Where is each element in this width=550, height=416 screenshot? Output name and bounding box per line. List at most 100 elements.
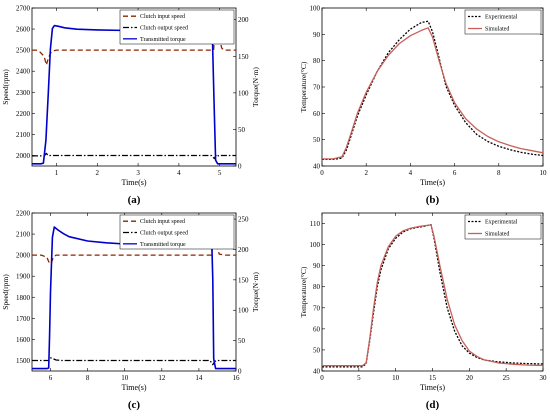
series-line-transmitted-torque (32, 24, 236, 165)
y-tick-label: 2400 (16, 68, 31, 76)
x-tick-label: 14 (195, 374, 203, 382)
legend-box (119, 9, 235, 45)
y-tick-label: 2100 (16, 231, 31, 239)
legend-label: Simulated (485, 232, 509, 238)
x-tick-label: 10 (121, 374, 129, 382)
y-right-axis-label: Torque(N·m) (251, 272, 260, 312)
y-tick-label: 2600 (16, 26, 31, 34)
legend-label: Experimental (485, 220, 518, 226)
y-tick-label: 1600 (16, 336, 31, 344)
panel-label: (c) (128, 399, 141, 411)
y-tick-label: 2300 (16, 89, 31, 97)
x-tick-label: 30 (540, 374, 548, 382)
x-tick-label: 10 (392, 374, 400, 382)
legend: Experimental Simulated (464, 9, 542, 35)
legend-box (119, 214, 235, 250)
y-right-tick-label: 200 (238, 246, 249, 254)
y-right-tick-label: 200 (238, 16, 249, 24)
panel-label: (d) (426, 399, 440, 411)
y-tick-label: 2700 (16, 5, 31, 13)
y-right-tick-label: 50 (238, 126, 246, 134)
series-line-experimental (322, 20, 544, 161)
x-tick-label: 3 (136, 169, 140, 177)
y-right-tick-label: 100 (238, 89, 249, 97)
x-axis-label: Time(s) (121, 383, 146, 392)
legend: Clutch input speed Clutch output speed Tra… (119, 214, 235, 250)
x-tick-label: 10 (540, 169, 548, 177)
series-line-transmitted-torque (32, 226, 236, 370)
y-tick-label: 90 (313, 31, 321, 39)
series-line-simulated (322, 27, 544, 160)
series-line-simulated (322, 224, 544, 367)
y-axis-label: Speed(rpm) (1, 69, 10, 105)
y-tick-label: 2100 (16, 131, 31, 139)
legend-label: Clutch output speed (140, 231, 188, 237)
y-tick-label: 2200 (16, 210, 31, 218)
y-tick-label: 70 (313, 304, 321, 312)
chart-panel-4: 0 5 10 15 20 25 30 40 50 60 70 80 90 100 110 Time(s) Tem… (299, 212, 548, 411)
y-tick-label: 60 (313, 110, 321, 118)
x-tick-label: 6 (453, 169, 457, 177)
x-tick-label: 25 (503, 374, 511, 382)
series-line-clutch-input-speed (32, 23, 236, 66)
y-right-tick-label: 150 (238, 276, 249, 284)
x-tick-label: 8 (497, 169, 501, 177)
y-tick-label: 2000 (16, 152, 31, 160)
y-tick-label: 1800 (16, 294, 31, 302)
chart-panel-2: 0 2 4 6 8 10 40 50 60 70 80 90 100 Time(s) Temperature… (299, 5, 547, 207)
y-right-tick-label: 0 (238, 368, 242, 376)
legend-box (464, 214, 542, 240)
x-axis-label: Time(s) (420, 178, 445, 187)
series-line-experimental (322, 223, 544, 368)
legend-label: Clutch output speed (140, 26, 188, 32)
plot-frame (31, 7, 237, 167)
y-tick-label: 100 (310, 5, 321, 13)
y-tick-label: 40 (313, 163, 321, 171)
legend: Clutch input speed Clutch output speed Tra… (119, 9, 235, 45)
x-tick-label: 4 (409, 169, 413, 177)
plot-frame (31, 212, 237, 372)
x-tick-label: 8 (86, 374, 90, 382)
y-tick-label: 100 (310, 241, 321, 249)
y-tick-label: 80 (313, 57, 321, 65)
x-tick-label: 15 (429, 374, 437, 382)
y-tick-label: 2200 (16, 110, 31, 118)
panel-label: (a) (128, 194, 141, 206)
x-tick-label: 5 (357, 374, 361, 382)
x-axis-label: Time(s) (121, 178, 146, 187)
y-right-tick-label: 100 (238, 307, 249, 315)
y-tick-label: 80 (313, 283, 321, 291)
chart-panel-1: 1 2 3 4 5 2000 2100 2200 2300 2400 2500 2600 2700 0 50… (1, 5, 260, 207)
legend-label: Transmitted torque (140, 37, 186, 43)
x-tick-label: 5 (218, 169, 222, 177)
legend-label: Transmitted torque (140, 242, 186, 248)
x-tick-label: 20 (466, 374, 474, 382)
legend-label: Clutch input speed (140, 14, 185, 20)
x-tick-label: 16 (233, 374, 241, 382)
chart-panel-3: 6 8 10 12 14 16150016001700180019002000210022… (1, 210, 260, 412)
x-tick-label: 0 (320, 169, 324, 177)
x-tick-label: 12 (158, 374, 166, 382)
x-tick-label: 2 (364, 169, 368, 177)
legend-box (464, 9, 542, 35)
panel-label: (b) (426, 194, 440, 206)
y-tick-label: 1700 (16, 315, 31, 323)
legend-label: Simulated (485, 27, 509, 33)
legend: Experimental Simulated (464, 214, 542, 240)
y-right-tick-label: 150 (238, 53, 249, 61)
y-right-axis-label: Torque(N·m) (251, 67, 260, 107)
y-axis-label: Temperature(°C) (299, 266, 308, 317)
y-axis-label: Speed(rpm) (1, 274, 10, 310)
y-tick-label: 90 (313, 262, 321, 270)
x-tick-label: 1 (55, 169, 59, 177)
x-axis-label: Time(s) (420, 383, 445, 392)
y-axis-label: Temperature(°C) (299, 61, 308, 112)
x-tick-label: 0 (320, 374, 324, 382)
y-right-tick-label: 50 (238, 337, 246, 345)
y-tick-label: 50 (313, 136, 321, 144)
y-tick-label: 2500 (16, 47, 31, 55)
y-tick-label: 40 (313, 368, 321, 376)
x-tick-label: 6 (49, 374, 53, 382)
y-right-tick-label: 0 (238, 163, 242, 171)
